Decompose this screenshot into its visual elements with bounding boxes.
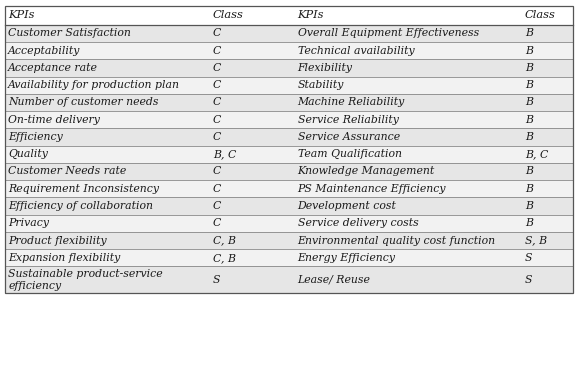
Text: Customer Satisfaction: Customer Satisfaction (8, 29, 131, 39)
Bar (5, 59, 573, 76)
Text: Flexibility: Flexibility (298, 63, 353, 73)
Text: B: B (525, 63, 533, 73)
Text: B: B (525, 80, 533, 90)
Bar (5, 25, 573, 42)
Text: C: C (213, 132, 221, 142)
Text: KPIs: KPIs (298, 10, 324, 20)
Text: C, B: C, B (213, 253, 236, 263)
Text: Stability: Stability (298, 80, 344, 90)
Text: Service Reliability: Service Reliability (298, 115, 399, 125)
Text: Product flexibility: Product flexibility (8, 236, 107, 246)
Text: Overall Equipment Effectiveness: Overall Equipment Effectiveness (298, 29, 479, 39)
Text: B: B (525, 167, 533, 177)
Text: C: C (213, 167, 221, 177)
Text: Technical availability: Technical availability (298, 46, 414, 56)
Text: C: C (213, 115, 221, 125)
Bar (5, 180, 573, 197)
Bar (5, 249, 573, 266)
Text: Service delivery costs: Service delivery costs (298, 218, 418, 228)
Text: Sustainable product-service
efficiency: Sustainable product-service efficiency (8, 269, 163, 291)
Bar (5, 94, 573, 111)
Bar (5, 232, 573, 249)
Text: Lease/ Reuse: Lease/ Reuse (298, 275, 370, 285)
Bar (5, 42, 573, 59)
Text: Expansion flexibility: Expansion flexibility (8, 253, 120, 263)
Text: B: B (525, 29, 533, 39)
Text: Quality: Quality (8, 149, 48, 159)
Bar (5, 266, 573, 293)
Text: S: S (213, 275, 220, 285)
Bar (5, 77, 573, 94)
Text: Requirement Inconsistency: Requirement Inconsistency (8, 184, 159, 194)
Text: Privacy: Privacy (8, 218, 49, 228)
Text: Knowledge Management: Knowledge Management (298, 167, 435, 177)
Text: KPIs: KPIs (8, 10, 35, 20)
Text: Availability for production plan: Availability for production plan (8, 80, 180, 90)
Text: B: B (525, 132, 533, 142)
Text: Number of customer needs: Number of customer needs (8, 98, 158, 108)
Bar (5, 214, 573, 232)
Text: B: B (525, 115, 533, 125)
Bar (5, 197, 573, 214)
Text: C: C (213, 184, 221, 194)
Bar (5, 111, 573, 128)
Text: B, C: B, C (525, 149, 548, 159)
Text: Development cost: Development cost (298, 201, 397, 211)
Text: S: S (525, 253, 532, 263)
Bar (5, 163, 573, 180)
Text: Acceptance rate: Acceptance rate (8, 63, 98, 73)
Text: C: C (213, 29, 221, 39)
Text: C: C (213, 46, 221, 56)
Text: On-time delivery: On-time delivery (8, 115, 100, 125)
Text: B: B (525, 218, 533, 228)
Text: B: B (525, 98, 533, 108)
Text: Service Assurance: Service Assurance (298, 132, 400, 142)
Text: C: C (213, 218, 221, 228)
Text: PS Maintenance Efficiency: PS Maintenance Efficiency (298, 184, 446, 194)
Text: C: C (213, 80, 221, 90)
Text: B, C: B, C (213, 149, 236, 159)
Text: C, B: C, B (213, 236, 236, 246)
Bar (5, 128, 573, 146)
Text: C: C (213, 98, 221, 108)
Text: S: S (525, 275, 532, 285)
Text: B: B (525, 46, 533, 56)
Bar (5, 146, 573, 163)
Text: S, B: S, B (525, 236, 547, 246)
Text: Efficiency of collaboration: Efficiency of collaboration (8, 201, 153, 211)
Text: B: B (525, 184, 533, 194)
Text: Efficiency: Efficiency (8, 132, 63, 142)
Text: Customer Needs rate: Customer Needs rate (8, 167, 127, 177)
Text: Energy Efficiency: Energy Efficiency (298, 253, 396, 263)
Text: Acceptability: Acceptability (8, 46, 80, 56)
Bar (5, 6, 573, 25)
Text: Class: Class (213, 10, 243, 20)
Text: Class: Class (525, 10, 555, 20)
Text: C: C (213, 201, 221, 211)
Text: Team Qualification: Team Qualification (298, 149, 402, 159)
Text: B: B (525, 201, 533, 211)
Bar (5, 6, 573, 293)
Text: C: C (213, 63, 221, 73)
Text: Environmental quality cost function: Environmental quality cost function (298, 236, 496, 246)
Text: Machine Reliability: Machine Reliability (298, 98, 405, 108)
